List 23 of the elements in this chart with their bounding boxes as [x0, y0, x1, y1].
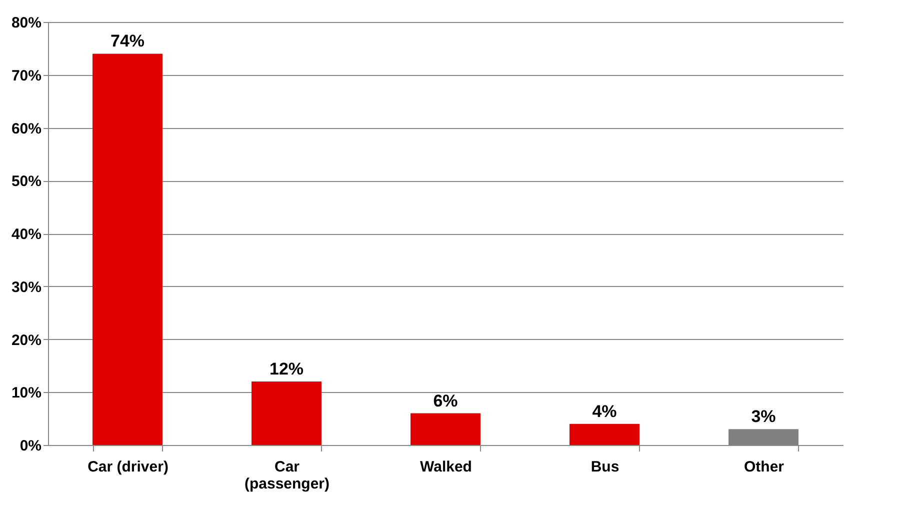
- data-label: 3%: [751, 407, 776, 426]
- data-label: 4%: [592, 402, 617, 421]
- x-tick-label: Bus: [590, 458, 620, 476]
- bar: [570, 424, 640, 445]
- y-tick-label: 70%: [11, 67, 42, 84]
- data-label: 12%: [269, 360, 304, 379]
- x-tick-label: Car (passenger): [244, 458, 330, 492]
- y-tick-label: 80%: [11, 14, 42, 32]
- bar: [252, 382, 322, 445]
- y-tick-label: 0%: [20, 438, 42, 454]
- x-tick-label: Walked: [420, 458, 472, 476]
- y-tick-label: 60%: [11, 120, 42, 138]
- data-label: 74%: [110, 32, 145, 51]
- y-tick-label: 20%: [11, 332, 42, 349]
- bar: [410, 413, 480, 445]
- x-tick-label: Other: [744, 458, 784, 476]
- y-tick-label: 50%: [11, 173, 42, 190]
- y-tick-label: 40%: [11, 226, 42, 243]
- y-tick-label: 30%: [11, 278, 42, 296]
- data-label: 6%: [433, 391, 458, 410]
- bar: [92, 54, 162, 445]
- x-tick-label: Car (driver): [88, 458, 168, 476]
- y-tick-label: 10%: [11, 384, 42, 402]
